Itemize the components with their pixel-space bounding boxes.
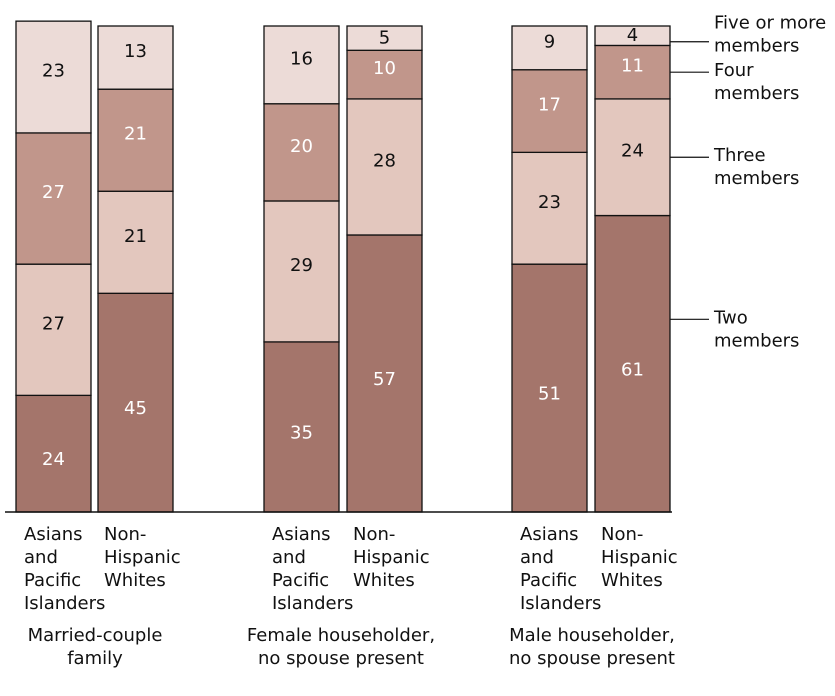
bar-category-label: Islanders (272, 593, 353, 614)
bar-value-label: 11 (621, 56, 644, 77)
bar-segment-g0-b1-s2 (97, 88, 174, 192)
category-labels: AsiansandPacificIslandersNon-HispanicWhi… (24, 524, 678, 669)
legend-label: Three (713, 145, 766, 166)
bar-segment-g1-b0-s2 (263, 103, 340, 202)
bar-category-label: Non- (104, 524, 146, 545)
bar-value-label: 27 (42, 182, 65, 203)
bar-value-label: 4 (627, 25, 638, 46)
group-label: no spouse present (258, 648, 424, 669)
bar-value-label: 29 (290, 255, 313, 276)
bar-segment-g0-b1-s3 (97, 25, 174, 90)
bar-category-label: Whites (104, 570, 166, 591)
group-label: no spouse present (509, 648, 675, 669)
legend-label: members (714, 168, 799, 189)
bar-category-label: Pacific (520, 570, 577, 591)
bar-value-label: 51 (538, 384, 561, 405)
bar-category-label: Hispanic (104, 547, 181, 568)
bar-value-label: 17 (538, 95, 561, 116)
bar-segment-g1-b1-s0 (346, 234, 423, 513)
bar-value-label: 27 (42, 313, 65, 334)
bar-category-label: Hispanic (353, 547, 430, 568)
bar-value-label: 35 (290, 422, 313, 443)
group-label: Male householder, (509, 625, 675, 646)
bar-segment-g0-b0-s0 (15, 394, 92, 513)
bar-segment-g1-b0-s1 (263, 200, 340, 343)
bar-value-label: 23 (42, 61, 65, 82)
legend-label: members (714, 83, 799, 104)
bar-category-label: Asians (272, 524, 331, 545)
bar-value-label: 61 (621, 359, 644, 380)
bar-category-label: Non- (353, 524, 395, 545)
bar-value-label: 57 (373, 369, 396, 390)
bar-category-label: Islanders (520, 593, 601, 614)
bars-layer: 24 27 27 23 45 21 21 13 35 29 20 16 57 28 10 5 51 23 17 9 61… (15, 20, 671, 513)
bar-segment-g2-b0-s0 (511, 263, 588, 513)
legend-label: members (714, 330, 799, 351)
bar-value-label: 24 (42, 449, 65, 470)
bar-segment-g2-b0-s2 (511, 69, 588, 154)
group-label: Married-couple (28, 625, 163, 646)
bar-value-label: 13 (124, 41, 147, 62)
bar-category-label: Hispanic (601, 547, 678, 568)
legend-label: Two (713, 307, 748, 328)
bar-value-label: 45 (124, 398, 147, 419)
bar-segment-g2-b0-s1 (511, 151, 588, 265)
bar-category-label: Asians (520, 524, 579, 545)
group-label: family (67, 648, 123, 669)
bar-category-label: Non- (601, 524, 643, 545)
bar-category-label: and (272, 547, 306, 568)
bar-segment-g0-b0-s3 (15, 20, 92, 134)
bar-value-label: 21 (124, 124, 147, 145)
bar-value-label: 10 (373, 58, 396, 79)
bar-category-label: Asians (24, 524, 83, 545)
bar-segment-g2-b0-s3 (511, 25, 588, 71)
bar-segment-g2-b1-s2 (594, 44, 671, 100)
bar-segment-g2-b1-s0 (594, 214, 671, 513)
bar-value-label: 28 (373, 150, 396, 171)
bar-value-label: 20 (290, 136, 313, 157)
legend-label: members (714, 36, 799, 57)
bar-category-label: Islanders (24, 593, 105, 614)
bar-segment-g1-b0-s3 (263, 25, 340, 105)
bar-category-label: Pacific (272, 570, 329, 591)
group-label: Female householder, (247, 625, 435, 646)
bar-category-label: and (24, 547, 58, 568)
bar-value-label: 5 (379, 28, 390, 49)
bar-category-label: Pacific (24, 570, 81, 591)
bar-value-label: 24 (621, 141, 644, 162)
bar-value-label: 16 (290, 48, 313, 69)
legend-label: Five or more (714, 13, 826, 34)
bar-segment-g0-b1-s0 (97, 292, 174, 513)
bar-value-label: 23 (538, 192, 561, 213)
bar-category-label: Whites (353, 570, 415, 591)
legend-label: Four (714, 60, 754, 81)
bar-segment-g1-b1-s2 (346, 49, 423, 100)
bar-value-label: 21 (124, 226, 147, 247)
bar-segment-g0-b0-s1 (15, 263, 92, 397)
bar-category-label: Whites (601, 570, 663, 591)
bar-segment-g1-b1-s3 (346, 25, 423, 51)
bar-segment-g2-b1-s3 (594, 25, 671, 47)
bar-segment-g0-b1-s1 (97, 190, 174, 294)
bar-value-label: 9 (544, 31, 555, 52)
bar-category-label: and (520, 547, 554, 568)
